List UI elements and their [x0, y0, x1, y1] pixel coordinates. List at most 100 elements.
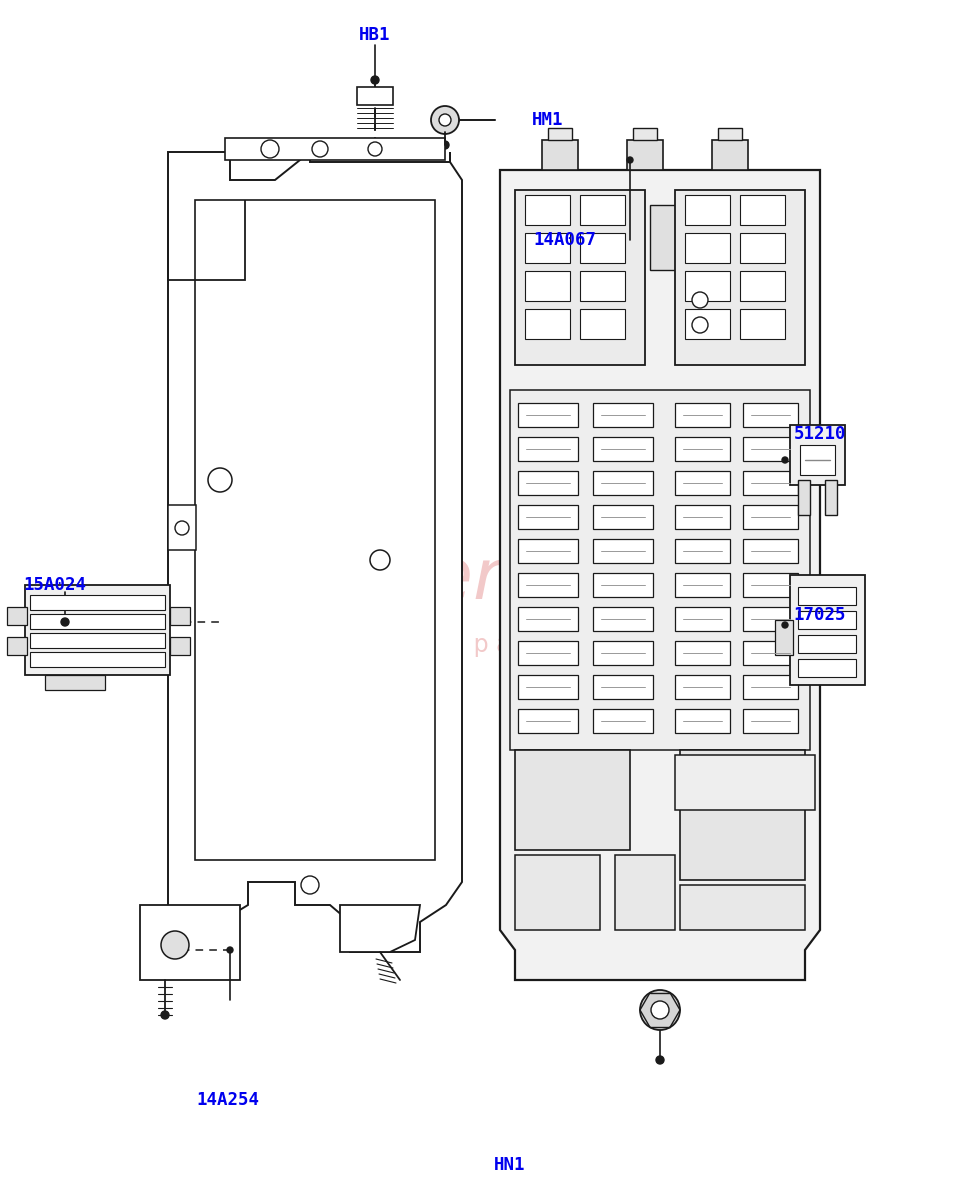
Bar	[518, 505, 578, 529]
Bar	[593, 641, 653, 665]
Bar	[30, 614, 165, 629]
Bar	[7, 607, 27, 625]
Bar	[685, 271, 730, 301]
Bar	[680, 886, 805, 930]
Bar	[675, 674, 730, 698]
Bar	[800, 445, 835, 475]
Bar	[685, 194, 730, 226]
Bar	[615, 854, 675, 930]
Circle shape	[312, 140, 328, 157]
Bar	[170, 637, 190, 655]
Bar	[580, 233, 625, 263]
Text: 15A024: 15A024	[23, 576, 87, 594]
Bar	[510, 390, 810, 750]
Bar	[525, 308, 570, 338]
Bar	[743, 607, 798, 631]
Bar	[650, 205, 680, 270]
Bar	[798, 587, 856, 605]
Bar	[515, 190, 645, 365]
Bar	[743, 403, 798, 427]
Bar	[168, 505, 196, 550]
Bar	[743, 505, 798, 529]
Bar	[740, 233, 785, 263]
Bar	[593, 437, 653, 461]
Circle shape	[782, 457, 788, 463]
Bar	[518, 674, 578, 698]
Bar	[685, 308, 730, 338]
Bar	[740, 308, 785, 338]
Circle shape	[227, 947, 233, 953]
Bar	[675, 403, 730, 427]
Circle shape	[782, 622, 788, 628]
Bar	[593, 709, 653, 733]
Bar	[825, 480, 837, 515]
Bar	[675, 470, 730, 494]
Bar	[743, 641, 798, 665]
Circle shape	[656, 1056, 664, 1064]
Bar	[798, 635, 856, 653]
Bar	[593, 539, 653, 563]
Bar	[30, 595, 165, 610]
Circle shape	[431, 106, 459, 134]
Bar	[743, 709, 798, 733]
Bar	[798, 611, 856, 629]
Circle shape	[175, 521, 189, 535]
Bar	[798, 659, 856, 677]
Text: 17025: 17025	[793, 606, 846, 624]
Circle shape	[368, 142, 382, 156]
Text: 14A254: 14A254	[197, 1091, 259, 1109]
Bar	[712, 140, 748, 170]
Bar	[593, 572, 653, 596]
Bar	[675, 190, 805, 365]
Bar	[675, 539, 730, 563]
Circle shape	[370, 550, 390, 570]
Text: souderiparts: souderiparts	[255, 546, 709, 614]
Circle shape	[692, 292, 708, 308]
Bar	[542, 140, 578, 170]
Text: 51210: 51210	[793, 425, 846, 443]
Bar	[25, 584, 170, 674]
Bar	[743, 470, 798, 494]
Bar	[798, 480, 810, 515]
Bar	[30, 652, 165, 667]
Circle shape	[161, 1010, 169, 1019]
Bar	[515, 750, 630, 850]
Bar	[170, 607, 190, 625]
Bar	[740, 271, 785, 301]
Bar	[790, 575, 865, 685]
Circle shape	[371, 76, 379, 84]
Bar	[627, 140, 663, 170]
Bar	[685, 233, 730, 263]
Bar	[593, 505, 653, 529]
Bar	[743, 539, 798, 563]
Circle shape	[627, 157, 633, 163]
Bar	[525, 271, 570, 301]
Bar	[675, 755, 815, 810]
Bar	[525, 233, 570, 263]
Circle shape	[640, 990, 680, 1030]
Bar	[30, 634, 165, 648]
Bar	[45, 674, 105, 690]
Bar	[790, 425, 845, 485]
Bar	[525, 194, 570, 226]
Bar	[518, 607, 578, 631]
Circle shape	[651, 1001, 669, 1019]
Bar	[675, 641, 730, 665]
Bar	[675, 505, 730, 529]
Bar	[518, 470, 578, 494]
Bar	[518, 641, 578, 665]
Bar	[548, 128, 572, 140]
Bar	[675, 709, 730, 733]
Bar	[675, 607, 730, 631]
Bar	[518, 403, 578, 427]
Circle shape	[692, 317, 708, 332]
Bar	[675, 437, 730, 461]
Bar	[518, 709, 578, 733]
Bar	[7, 637, 27, 655]
Bar	[593, 674, 653, 698]
Text: HM1: HM1	[532, 110, 564, 128]
Bar	[775, 620, 793, 655]
Bar	[740, 194, 785, 226]
Bar	[580, 308, 625, 338]
Bar	[580, 271, 625, 301]
